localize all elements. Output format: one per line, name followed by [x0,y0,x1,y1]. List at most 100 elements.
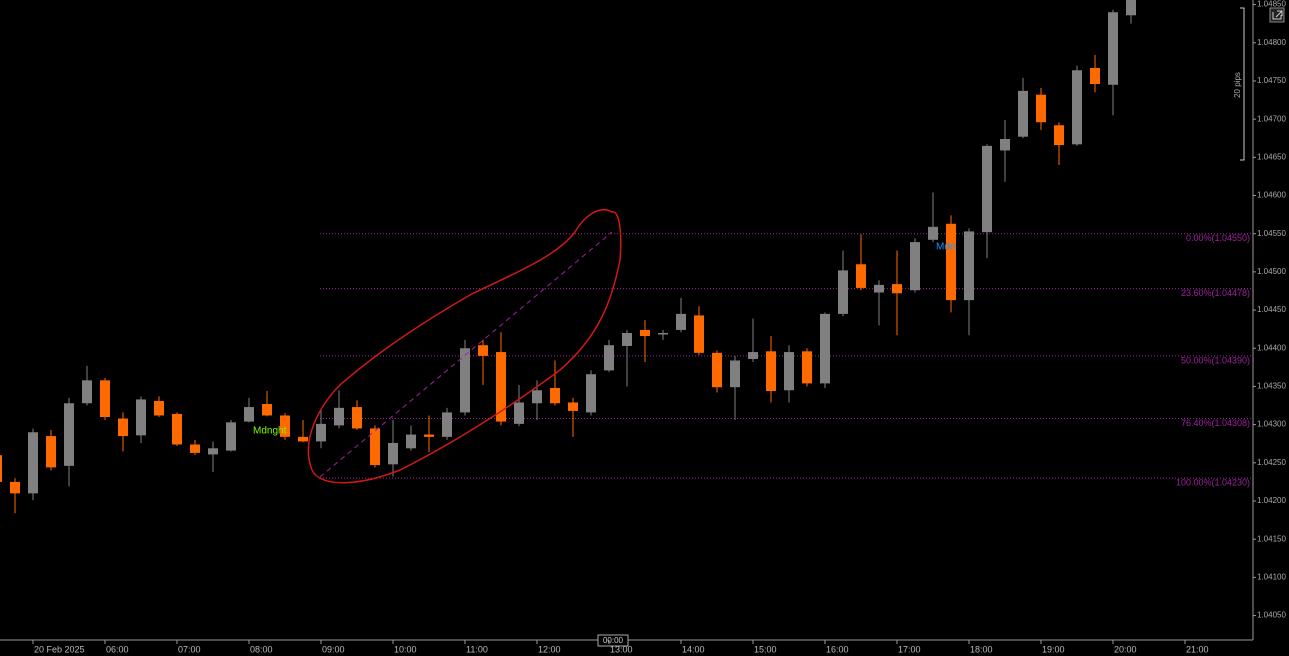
candle-body [838,270,848,314]
fib-level-label: 100.00%(1.04230) [1176,477,1250,487]
y-tick-label: 1.04300 [1257,420,1286,429]
candle-body [982,145,992,233]
pips-label: 20 pips [1233,72,1242,98]
x-tick-label: 12:00 [538,644,561,654]
y-tick-label: 1.04200 [1257,496,1286,505]
candle-body [1018,90,1028,137]
candle-body [28,432,38,494]
x-tick-label: 20 Feb 2025 [34,644,85,654]
candle-body [1090,67,1100,85]
candle-body [730,360,740,388]
candle-body [424,434,434,437]
candle-body [208,448,218,455]
x-tick-label: 17:00 [898,644,921,654]
candle-body [1072,70,1082,145]
candle-body [352,407,362,429]
candle-body [856,264,866,288]
candle-body [910,242,920,291]
x-tick-label: 21:00 [1186,644,1209,654]
y-tick-label: 1.04800 [1257,38,1286,47]
y-tick-label: 1.04550 [1257,229,1286,238]
candle-body [784,352,794,391]
fib-level-label: 0.00%(1.04550) [1186,233,1250,243]
pips-bracket [1240,7,1245,161]
y-tick-label: 1.04400 [1257,343,1286,352]
x-tick-label: 13:00 [610,644,633,654]
candle-body [1108,12,1118,85]
candle-body [154,400,164,416]
y-tick-label: 1.04500 [1257,267,1286,276]
candle-body [676,313,686,330]
candle-body [478,345,488,356]
candle-body [568,402,578,411]
candle-body [316,423,326,442]
y-tick-label: 1.04850 [1257,0,1286,9]
candle-body [496,352,506,422]
x-tick-label: 10:00 [394,644,417,654]
x-tick-label: 07:00 [178,644,201,654]
candle-body [964,231,974,301]
candle-body [694,315,704,353]
candle-body [946,223,956,301]
candle-body [820,313,830,384]
candle-body [514,402,524,424]
candle-body [928,226,938,240]
x-tick-label: 09:00 [322,644,345,654]
candle-body [82,380,92,404]
candle-body [748,352,758,359]
candle-body [64,403,74,466]
fib-level-label: 76.40%(1.04308) [1181,418,1250,428]
candle-body [0,455,2,482]
fib-level-label: 23.60%(1.04478) [1181,288,1250,298]
candle-body [136,399,146,436]
candle-body [118,418,128,437]
fib-level-label: 50.00%(1.04390) [1181,355,1250,365]
candle-body [226,422,236,451]
x-tick-label: 20:00 [1114,644,1137,654]
candle-body [586,374,596,413]
x-tick-label: 15:00 [754,644,777,654]
y-tick-label: 1.04650 [1257,152,1286,161]
x-tick-label: 19:00 [1042,644,1065,654]
candle-body [874,284,884,293]
y-tick-label: 1.04350 [1257,382,1286,391]
candle-body [622,332,632,346]
candle-body [262,404,272,416]
cursor-time-box[interactable] [597,634,629,647]
x-tick-label: 11:00 [466,644,488,654]
y-tick-label: 1.04150 [1257,534,1286,543]
x-tick-label: 18:00 [970,644,993,654]
candle-body [460,348,470,413]
y-tick-label: 1.04050 [1257,611,1286,620]
candle-body [1036,94,1046,123]
candle-body [100,380,110,417]
candle-body [892,284,902,294]
y-tick-label: 1.04450 [1257,305,1286,314]
candle-body [406,434,416,449]
plot-area [0,0,1253,514]
candle-body [766,351,776,392]
candle-body [442,412,452,437]
x-tick-label: 14:00 [682,644,705,654]
candle-body [244,407,254,422]
candle-body [370,428,380,466]
midnight-label: Mdn [936,242,955,253]
candle-body [280,415,290,437]
fib-trend-line [319,231,613,478]
x-tick-label: 16:00 [826,644,849,654]
candle-body [334,407,344,426]
candle-body [298,436,308,442]
candle-body [1000,138,1010,151]
y-tick-label: 1.04700 [1257,114,1286,123]
candle-body [190,444,200,453]
y-tick-label: 1.04100 [1257,572,1286,581]
candle-body [46,436,56,468]
x-tick-label: 08:00 [250,644,273,654]
cursor-time: 00:00 [603,636,624,645]
candle-body [172,413,182,445]
y-tick-label: 1.04750 [1257,76,1286,85]
candle-body [640,329,650,337]
candle-body [712,352,722,388]
